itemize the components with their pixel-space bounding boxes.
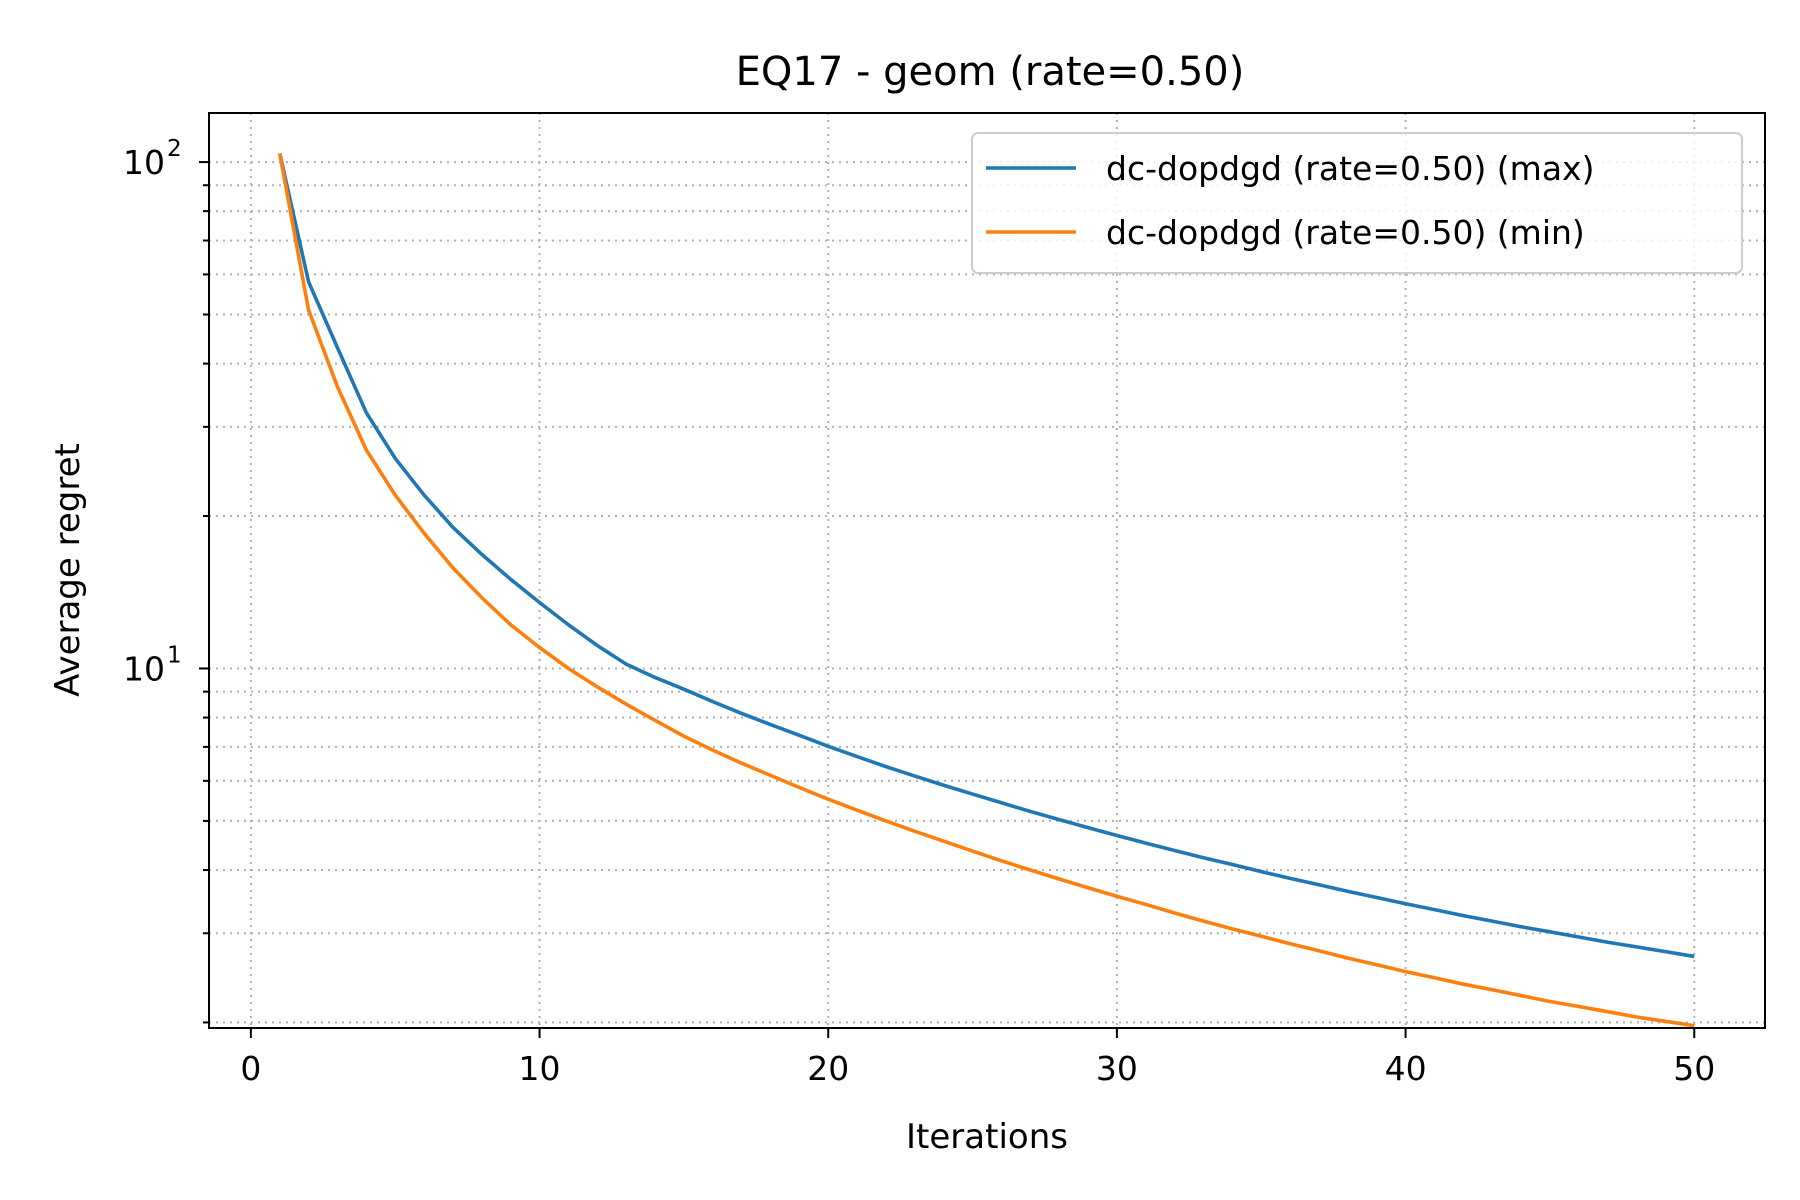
x-tick-label: 40 [1385, 1049, 1427, 1088]
x-axis-label: Iterations [906, 1117, 1068, 1157]
legend-label-max: dc-dopdgd (rate=0.50) (max) [1106, 149, 1594, 188]
y-tick-label-exponent: 2 [167, 136, 182, 162]
x-tick-label: 50 [1673, 1049, 1715, 1088]
x-tick-label: 30 [1096, 1049, 1138, 1088]
x-tick-label: 10 [519, 1049, 561, 1088]
legend-label-min: dc-dopdgd (rate=0.50) (min) [1106, 213, 1585, 252]
y-tick-label-exponent: 1 [167, 642, 182, 668]
y-tick-label: 10 [123, 143, 165, 182]
series-line-max [277, 153, 1695, 959]
series-line-min [277, 153, 1695, 1028]
y-axis-label: Average regret [48, 443, 88, 697]
y-tick-label: 10 [123, 649, 165, 688]
plot-frame [208, 112, 1766, 1029]
legend-frame [971, 132, 1743, 274]
x-tick-label: 20 [807, 1049, 849, 1088]
legend: dc-dopdgd (rate=0.50) (max) dc-dopdgd (r… [971, 132, 1743, 274]
chart-title: EQ17 - geom (rate=0.50) [736, 49, 1245, 95]
x-tick-label: 0 [240, 1049, 261, 1088]
x-axis-ticks: 0 10 20 30 40 50 [240, 1028, 1715, 1088]
series-lines [277, 153, 1695, 1028]
